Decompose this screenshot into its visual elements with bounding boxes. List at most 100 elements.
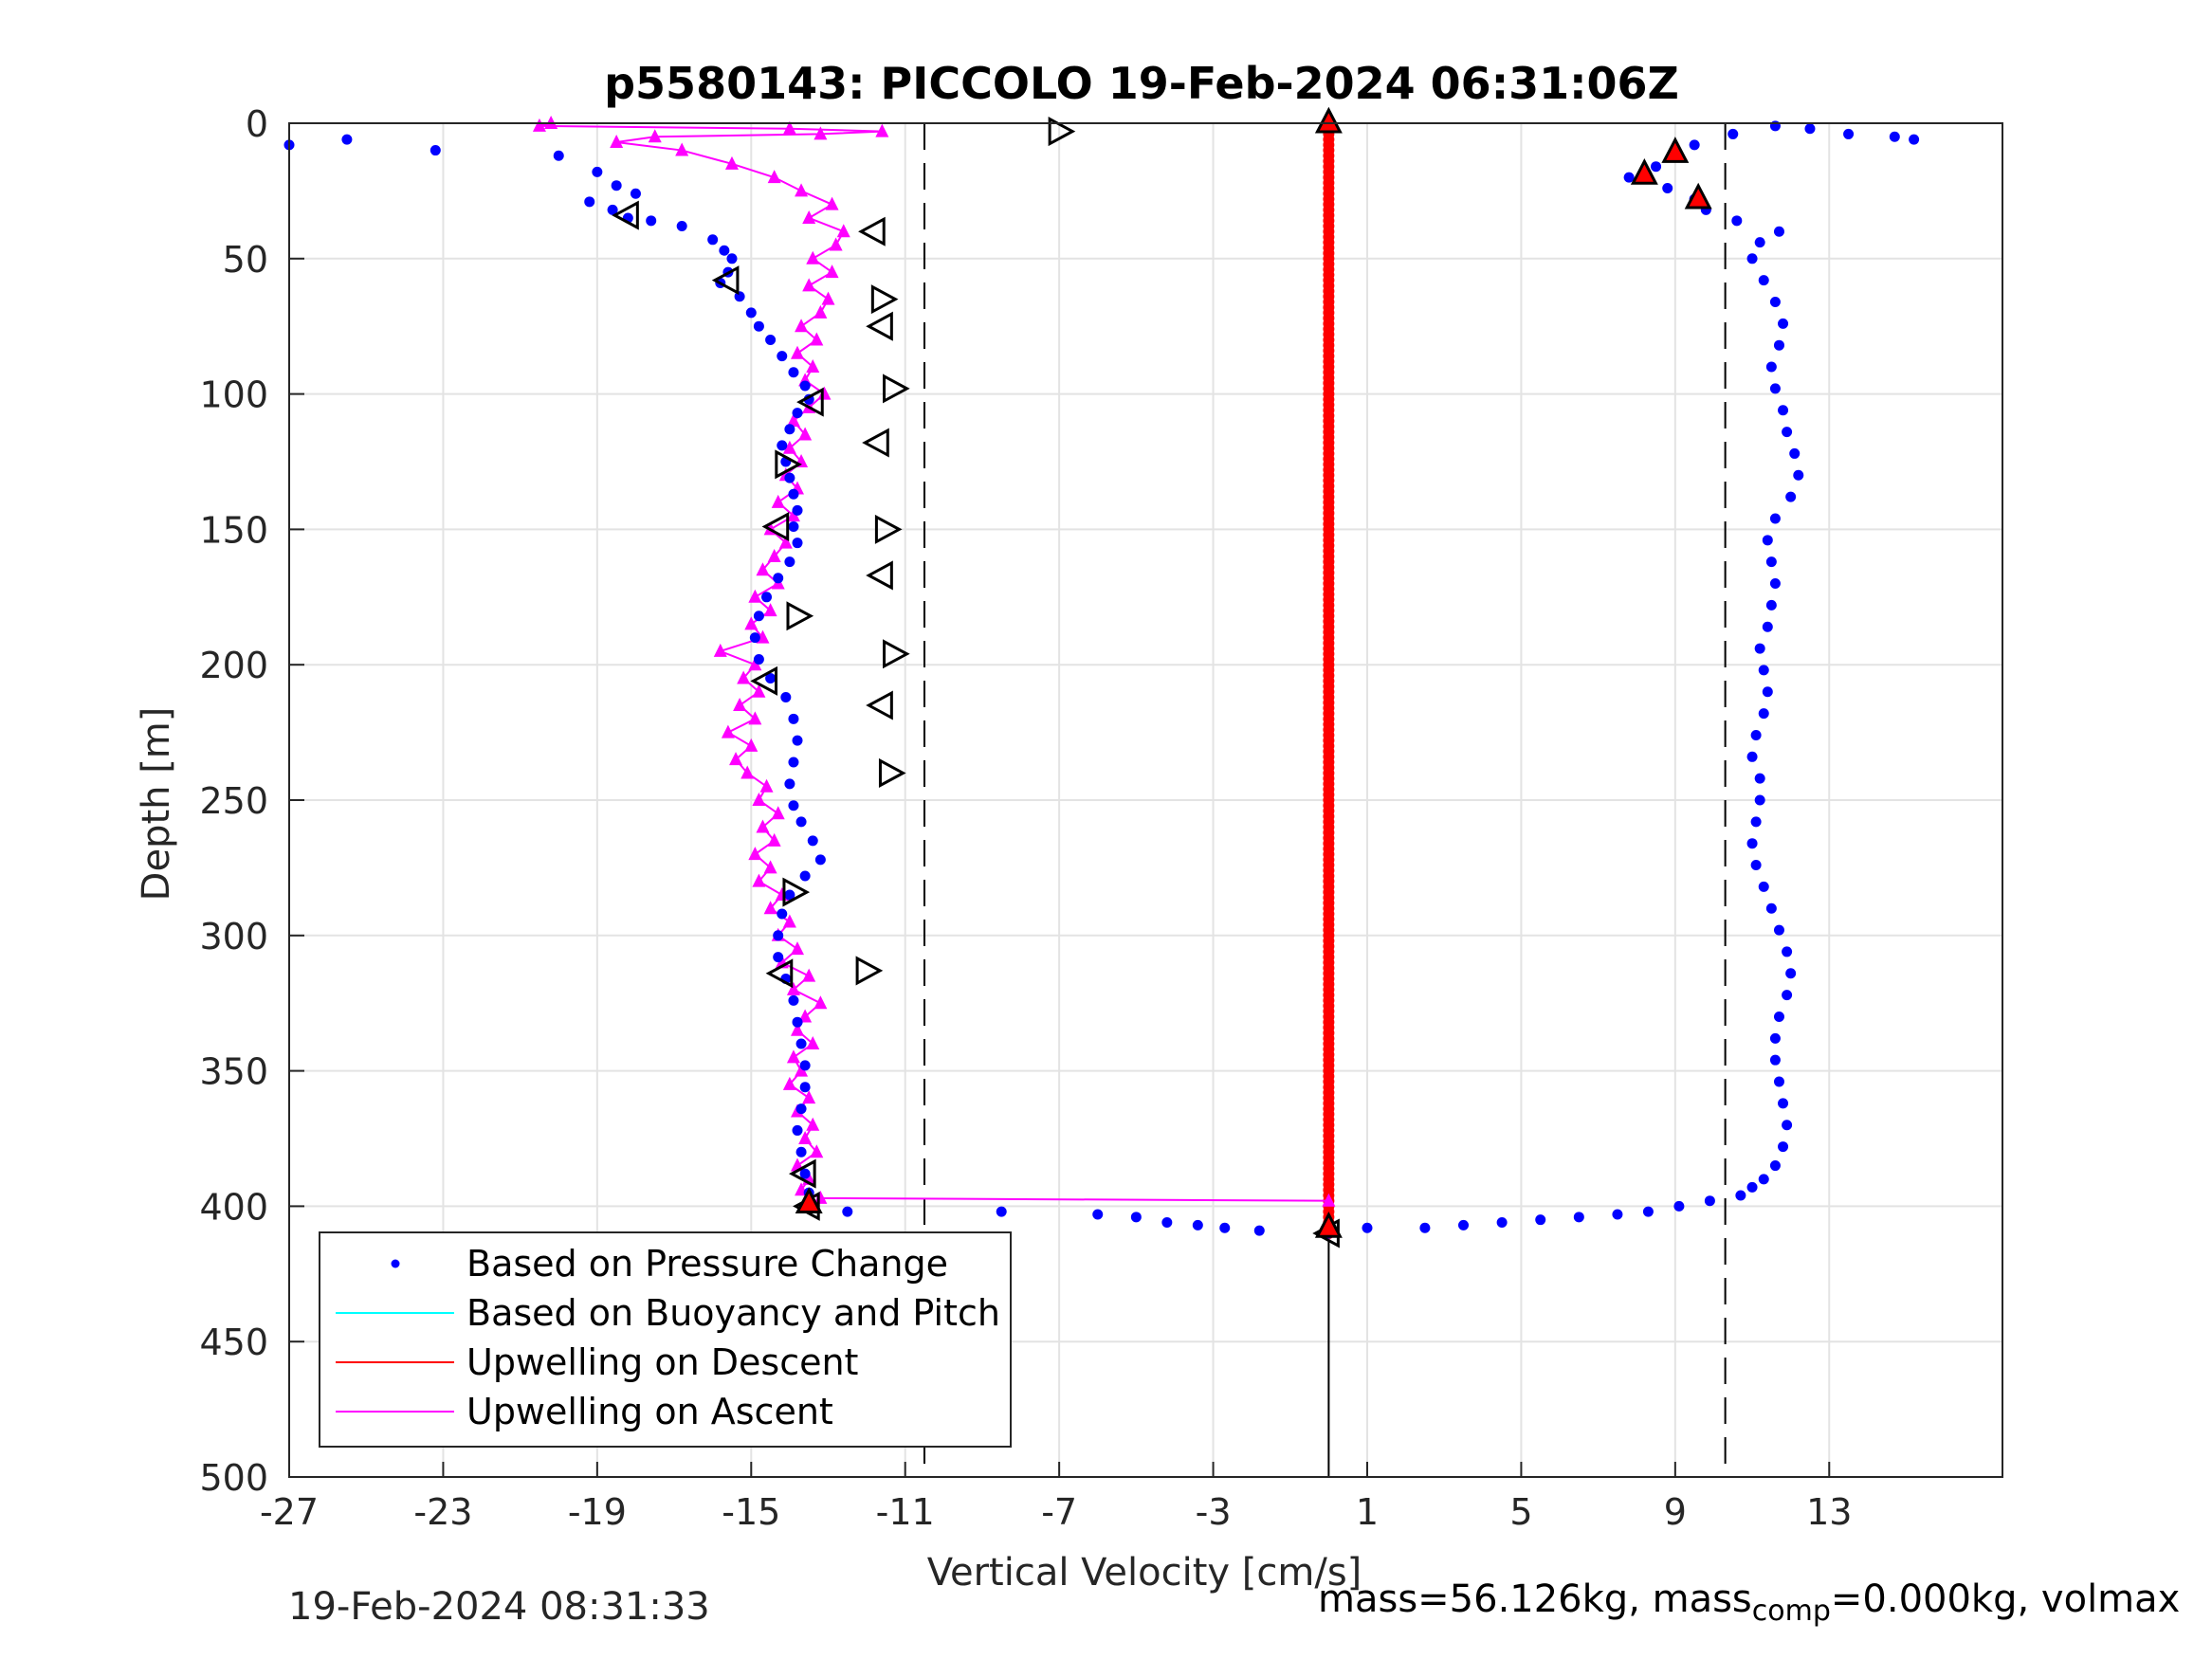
x-tick-label: 5 (1509, 1491, 1532, 1533)
pressure-change-point (719, 245, 730, 256)
footer-mass-tail: =0.000kg, volmax (1830, 1577, 2181, 1621)
right-triangle-marker (874, 514, 903, 544)
pressure-change-point (1642, 1206, 1654, 1217)
pressure-change-point (799, 870, 811, 882)
pressure-change-point (1746, 253, 1758, 264)
pressure-change-point (996, 1206, 1007, 1217)
pressure-change-point (1778, 318, 1789, 329)
ascent-upwelling-point (829, 237, 843, 251)
ascent-upwelling-point (771, 806, 785, 820)
ascent-upwelling-point (763, 860, 777, 874)
pressure-change-point (765, 334, 777, 345)
left-triangle-marker (711, 265, 740, 296)
ascent-upwelling-point (748, 589, 762, 603)
pressure-change-point (1889, 131, 1900, 142)
pressure-change-point (1793, 469, 1804, 481)
pressure-change-point (788, 800, 799, 811)
pressure-change-point (780, 691, 792, 702)
pressure-change-point (1765, 902, 1777, 914)
ascent-upwelling-point (806, 359, 820, 374)
pressure-change-point (795, 1146, 807, 1158)
red-triangle-marker (1684, 182, 1712, 210)
ascent-upwelling-point (795, 319, 809, 333)
ascent-upwelling-point (791, 1022, 805, 1036)
ascent-upwelling-point (748, 711, 762, 725)
pressure-change-point (765, 672, 777, 684)
pressure-change-point (753, 320, 764, 332)
legend-label: Upwelling on Descent (466, 1341, 858, 1383)
pressure-change-point (788, 757, 799, 768)
pressure-change-point (784, 556, 795, 568)
pressure-change-point (753, 611, 764, 622)
ascent-upwelling-point (786, 508, 800, 522)
chart-title: p5580143: PICCOLO 19-Feb-2024 06:31:06Z (604, 58, 1679, 109)
pressure-change-point (430, 145, 441, 156)
ascent-upwelling-point (740, 765, 755, 779)
pressure-change-point (1735, 1190, 1746, 1201)
ascent-upwelling-point (675, 142, 689, 156)
ascent-upwelling-point (810, 1144, 824, 1158)
y-tick-label: 450 (199, 1322, 268, 1363)
pressure-change-point (1769, 1032, 1781, 1044)
pressure-change-point (1909, 134, 1920, 145)
ascent-upwelling-point (752, 873, 766, 887)
ascent-upwelling-point (767, 832, 781, 847)
legend: Based on Pressure Change Based on Buoyanc… (319, 1231, 1012, 1448)
pressure-change-point (1535, 1214, 1546, 1226)
ascent-upwelling-point (786, 1049, 800, 1064)
pressure-change-point (1754, 773, 1765, 784)
ascent-upwelling-point (806, 1036, 820, 1050)
pressure-change-point (1758, 1174, 1769, 1185)
pressure-change-point (1754, 794, 1765, 806)
pressure-change-point (792, 408, 803, 419)
right-triangle-marker (870, 284, 899, 315)
pressure-change-point (1765, 556, 1777, 568)
ascent-upwelling-point (802, 210, 816, 224)
legend-swatch (391, 1259, 400, 1268)
pressure-change-point (842, 1206, 853, 1217)
pressure-change-point (1651, 161, 1662, 173)
x-tick-label: -23 (413, 1491, 472, 1533)
pressure-change-point (1092, 1209, 1104, 1220)
pressure-change-point (592, 166, 603, 177)
pressure-change-point (1765, 599, 1777, 611)
ascent-upwelling-point (744, 616, 759, 630)
ascent-upwelling-point (771, 494, 785, 508)
pressure-change-point (1758, 665, 1769, 676)
pressure-change-point (799, 1168, 811, 1179)
ascent-upwelling-point (763, 603, 777, 617)
pressure-change-point (726, 253, 738, 264)
ascent-upwelling-point (821, 291, 835, 305)
ascent-upwelling-point (532, 118, 546, 132)
right-triangle-marker (775, 449, 802, 480)
x-axis-label: Vertical Velocity [cm/s] (927, 1551, 1362, 1595)
right-triangle-marker (1048, 117, 1076, 147)
y-tick-label: 150 (199, 509, 268, 551)
left-triangle-marker (866, 311, 893, 341)
legend-label: Based on Buoyancy and Pitch (466, 1292, 1000, 1334)
pressure-change-point (799, 1082, 811, 1093)
pressure-change-point (611, 180, 622, 191)
ascent-upwelling-point (610, 134, 624, 148)
pressure-change-point (788, 521, 799, 533)
ascent-upwelling-point (756, 819, 770, 833)
pressure-change-point (1769, 578, 1781, 590)
pressure-change-point (761, 592, 773, 603)
x-tick-label: 1 (1356, 1491, 1379, 1533)
pressure-change-point (1161, 1217, 1173, 1229)
ascent-upwelling-point (810, 332, 824, 346)
ascent-upwelling-point (648, 129, 662, 143)
pressure-change-point (1762, 621, 1773, 632)
ascent-upwelling-point (795, 1063, 809, 1077)
pressure-change-point (646, 215, 657, 227)
pressure-change-point (814, 854, 826, 866)
pressure-change-point (1782, 990, 1793, 1001)
pressure-change-point (1769, 296, 1781, 307)
pressure-change-point (676, 221, 687, 232)
ascent-upwelling-point (806, 1117, 820, 1131)
pressure-change-point (1130, 1212, 1142, 1223)
pressure-change-point (1785, 968, 1797, 979)
pressure-change-point (1623, 172, 1635, 183)
ascent-upwelling-point (737, 670, 751, 684)
ascent-upwelling-point (767, 170, 781, 184)
